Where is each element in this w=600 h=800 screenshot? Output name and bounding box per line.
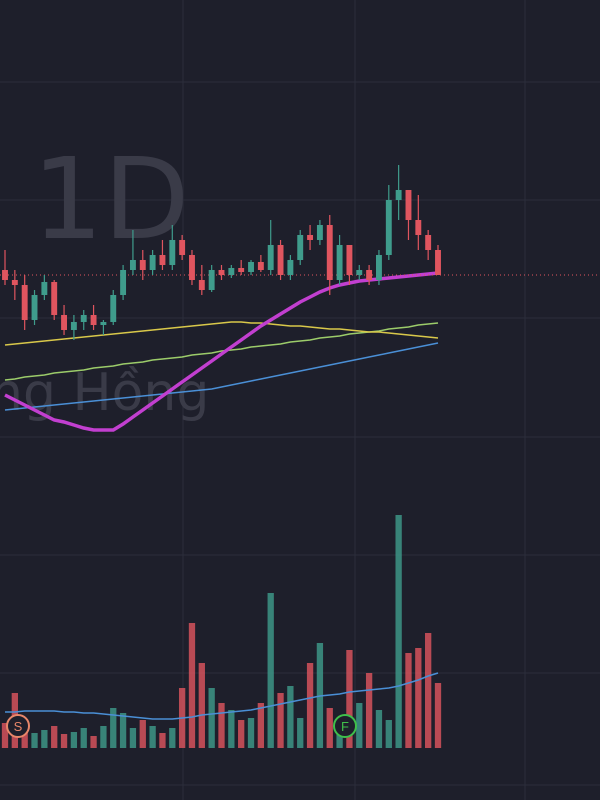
candle-body xyxy=(257,262,264,270)
volume-bar xyxy=(395,515,402,748)
candle-body xyxy=(139,260,146,270)
volume-bar xyxy=(31,733,38,748)
candle-body xyxy=(198,280,205,290)
candle-body xyxy=(376,255,382,280)
volume-bar xyxy=(434,683,442,748)
volume-bar xyxy=(415,648,422,748)
candle-body xyxy=(435,250,441,275)
volume-bar xyxy=(287,686,294,748)
volume-bar xyxy=(228,710,235,748)
candle-body xyxy=(208,270,215,290)
candle-body xyxy=(149,255,156,270)
volume-bar xyxy=(21,728,28,748)
candle-body xyxy=(169,240,176,265)
candle-body xyxy=(307,235,314,240)
volume-bar xyxy=(306,663,314,748)
candle-body xyxy=(41,282,48,295)
volume-bar xyxy=(169,728,176,748)
volume-bar xyxy=(326,708,333,748)
candle-body xyxy=(218,270,225,275)
candle-body xyxy=(356,270,363,275)
candle-body xyxy=(395,190,402,200)
candle-body xyxy=(129,260,136,270)
volume-ma-line xyxy=(5,672,439,720)
volume-bar xyxy=(218,703,225,748)
candle-body xyxy=(11,280,18,285)
candle-body xyxy=(70,322,77,330)
candle-body xyxy=(336,245,343,280)
ma-line xyxy=(4,271,439,432)
volume-bar xyxy=(129,728,137,748)
volume-bar xyxy=(385,720,392,748)
volume-bar xyxy=(356,703,363,748)
volume-bar xyxy=(238,720,245,748)
volume-bar xyxy=(139,720,146,748)
candle-body xyxy=(100,322,107,325)
volume-bar xyxy=(277,693,284,748)
candle-body xyxy=(189,255,195,280)
candle-body xyxy=(267,245,274,270)
volume-bar xyxy=(188,623,196,748)
volume-bar xyxy=(247,718,255,748)
candle-body xyxy=(120,270,127,295)
volume-bar xyxy=(119,713,127,748)
volume-bar xyxy=(405,653,412,748)
candle-body xyxy=(228,268,235,275)
volume-bar xyxy=(1,723,9,748)
candle-body xyxy=(61,315,67,330)
candle-body xyxy=(2,270,8,280)
candle-body xyxy=(238,268,245,272)
volume-bar xyxy=(149,726,156,748)
volume-bar xyxy=(70,732,78,748)
event-marker-label: S xyxy=(14,719,23,734)
watermark-interval: 1D xyxy=(32,135,190,265)
candle-body xyxy=(385,200,392,255)
volume-bar xyxy=(110,708,117,748)
volume-bar xyxy=(159,733,166,748)
volume-bar xyxy=(208,688,215,748)
volume-bar xyxy=(425,633,432,748)
volume-bar xyxy=(346,650,353,748)
candle-body xyxy=(159,255,166,265)
candle-body xyxy=(21,285,28,320)
candle-body xyxy=(51,282,58,315)
volume-bar xyxy=(41,730,48,748)
event-marker xyxy=(333,714,357,738)
volume-bar xyxy=(198,663,205,748)
candle-body xyxy=(287,260,294,275)
candle-body xyxy=(90,315,97,325)
event-marker xyxy=(6,714,30,738)
candle-body xyxy=(346,245,353,275)
volume-bar xyxy=(100,726,107,748)
volume-bar xyxy=(375,710,383,748)
candle-body xyxy=(326,225,333,280)
candle-body xyxy=(31,295,38,320)
candle-body xyxy=(80,315,87,322)
candle-body xyxy=(366,270,373,280)
volume-bar xyxy=(297,718,304,748)
candle-body xyxy=(297,235,304,260)
event-marker-label: F xyxy=(341,719,349,734)
volume-bar xyxy=(80,728,87,748)
ma-line xyxy=(4,342,439,411)
volume-bar xyxy=(267,593,274,748)
candle-body xyxy=(277,245,284,275)
candle-body xyxy=(179,240,186,255)
candle-body xyxy=(405,190,412,220)
volume-bar xyxy=(257,703,265,748)
volume-bar xyxy=(365,673,373,748)
candle-body xyxy=(110,295,117,322)
volume-bar xyxy=(90,736,97,748)
candle-body xyxy=(415,220,422,235)
candle-body xyxy=(425,235,432,250)
candle-body xyxy=(248,262,254,272)
volume-bar xyxy=(51,726,58,748)
ma-line xyxy=(4,321,439,346)
candle-body xyxy=(316,225,323,240)
volume-bar xyxy=(60,734,68,748)
